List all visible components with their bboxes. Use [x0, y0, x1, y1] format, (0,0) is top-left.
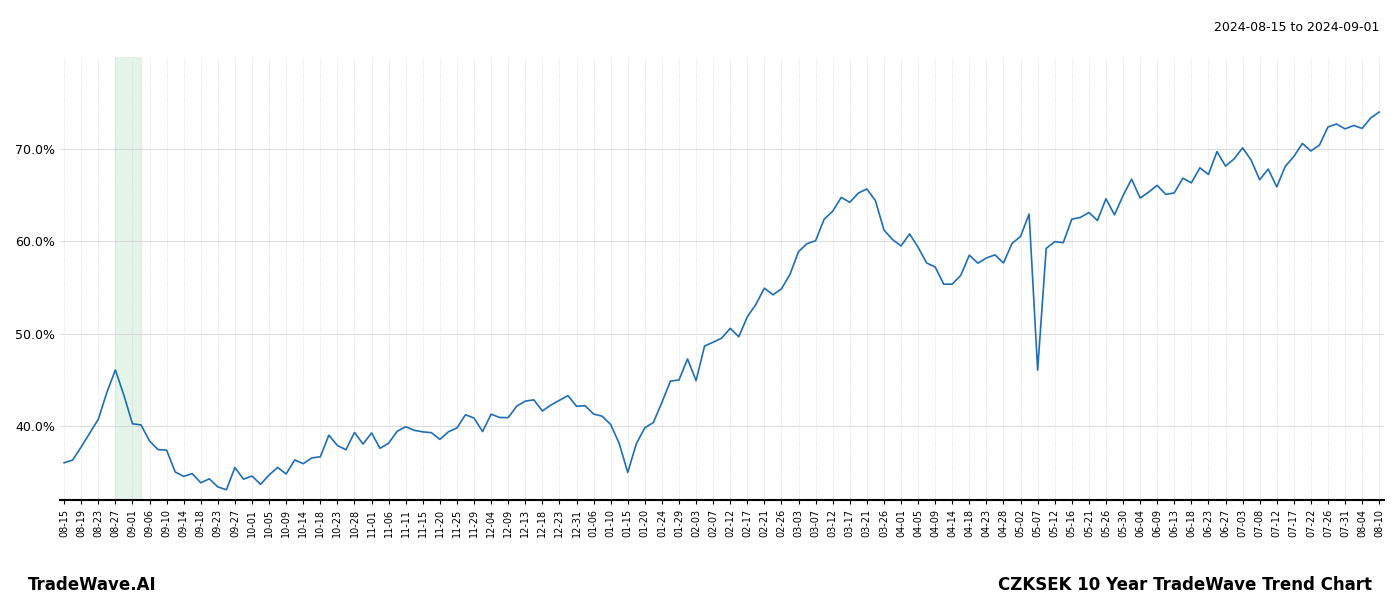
Text: 2024-08-15 to 2024-09-01: 2024-08-15 to 2024-09-01	[1214, 21, 1379, 34]
Text: TradeWave.AI: TradeWave.AI	[28, 576, 157, 594]
Bar	[115, 57, 141, 500]
Text: CZKSEK 10 Year TradeWave Trend Chart: CZKSEK 10 Year TradeWave Trend Chart	[998, 576, 1372, 594]
